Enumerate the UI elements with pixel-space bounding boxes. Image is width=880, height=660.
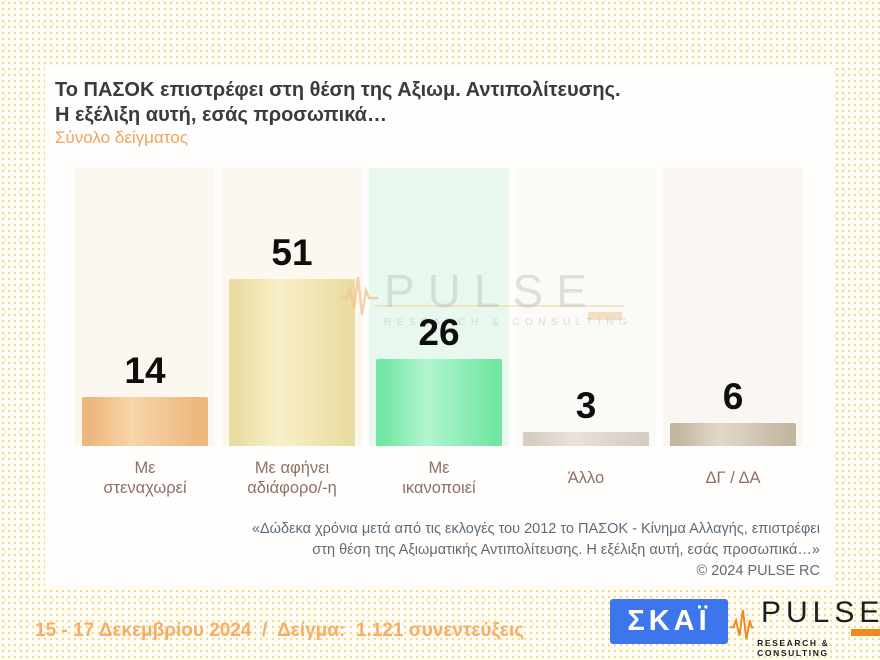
bar-value-label: 6 bbox=[722, 376, 744, 417]
footnote-line1: «Δώδεκα χρόνια μετά από τις εκλογές του … bbox=[251, 521, 820, 537]
category-label: Με στεναχωρεί bbox=[103, 459, 187, 497]
skai-logo: ΣΚΑΪ bbox=[610, 599, 728, 644]
bar-value-label: 14 bbox=[124, 350, 166, 391]
bar-value-label: 26 bbox=[418, 312, 460, 353]
pulse-logo-text: PULSE bbox=[761, 596, 880, 629]
category-label: ΔΓ / ΔΑ bbox=[705, 469, 761, 487]
skai-logo-text: ΣΚΑΪ bbox=[627, 605, 711, 637]
fieldwork-date-sample: 15 - 17 Δεκεμβρίου 2024 / Δείγμα: 1.121 … bbox=[35, 620, 525, 641]
bar-chart: PULSE RESEARCH & CONSULTING 14 Με στεναχω… bbox=[75, 168, 810, 512]
chart-subtitle: Σύνολο δείγματος bbox=[55, 128, 188, 147]
category-label: Με αφήνει αδιάφορο/-η bbox=[247, 459, 337, 497]
data-bar bbox=[229, 279, 355, 446]
bar-column: 3 Άλλο bbox=[516, 168, 656, 512]
category-label: Άλλο bbox=[567, 469, 605, 487]
pulse-logo-tagline: RESEARCH & CONSULTING bbox=[757, 638, 830, 658]
question-footnote: «Δώδεκα χρόνια μετά από τις εκλογές του … bbox=[252, 519, 820, 582]
pulse-logo-badge bbox=[851, 629, 880, 636]
footnote-line2: στη θέση της Αξιωματικής Αντιπολίτευσης.… bbox=[312, 542, 820, 558]
bar-value-label: 51 bbox=[271, 232, 313, 273]
category-label: Με ικανοποιεί bbox=[402, 459, 476, 497]
chart-title: Το ΠΑΣΟΚ επιστρέφει στη θέση της Αξιωμ. … bbox=[55, 78, 621, 128]
chart-title-line1: Το ΠΑΣΟΚ επιστρέφει στη θέση της Αξιωμ. … bbox=[55, 79, 621, 101]
bar-column: 6 ΔΓ / ΔΑ bbox=[663, 168, 803, 512]
bar-value-label: 3 bbox=[575, 385, 597, 426]
bar-column: 26 Με ικανοποιεί bbox=[369, 168, 509, 512]
data-bar bbox=[376, 359, 502, 446]
column-track bbox=[663, 168, 803, 446]
footnote-copyright: © 2024 PULSE RC bbox=[696, 563, 820, 579]
chart-title-line2: Η εξέλιξη αυτή, εσάς προσωπικά… bbox=[55, 104, 387, 126]
bar-column: 51 Με αφήνει αδιάφορο/-η bbox=[222, 168, 362, 512]
data-bar bbox=[670, 423, 796, 446]
data-bar bbox=[82, 397, 208, 446]
slide-card: Το ΠΑΣΟΚ επιστρέφει στη θέση της Αξιωμ. … bbox=[45, 66, 834, 586]
bar-column: 14 Με στεναχωρεί bbox=[75, 168, 215, 512]
pulse-logo: PULSE RESEARCH & CONSULTING bbox=[730, 597, 880, 658]
column-track bbox=[516, 168, 656, 446]
data-bar bbox=[523, 432, 649, 446]
pulse-logo-waveform-icon bbox=[730, 609, 755, 640]
